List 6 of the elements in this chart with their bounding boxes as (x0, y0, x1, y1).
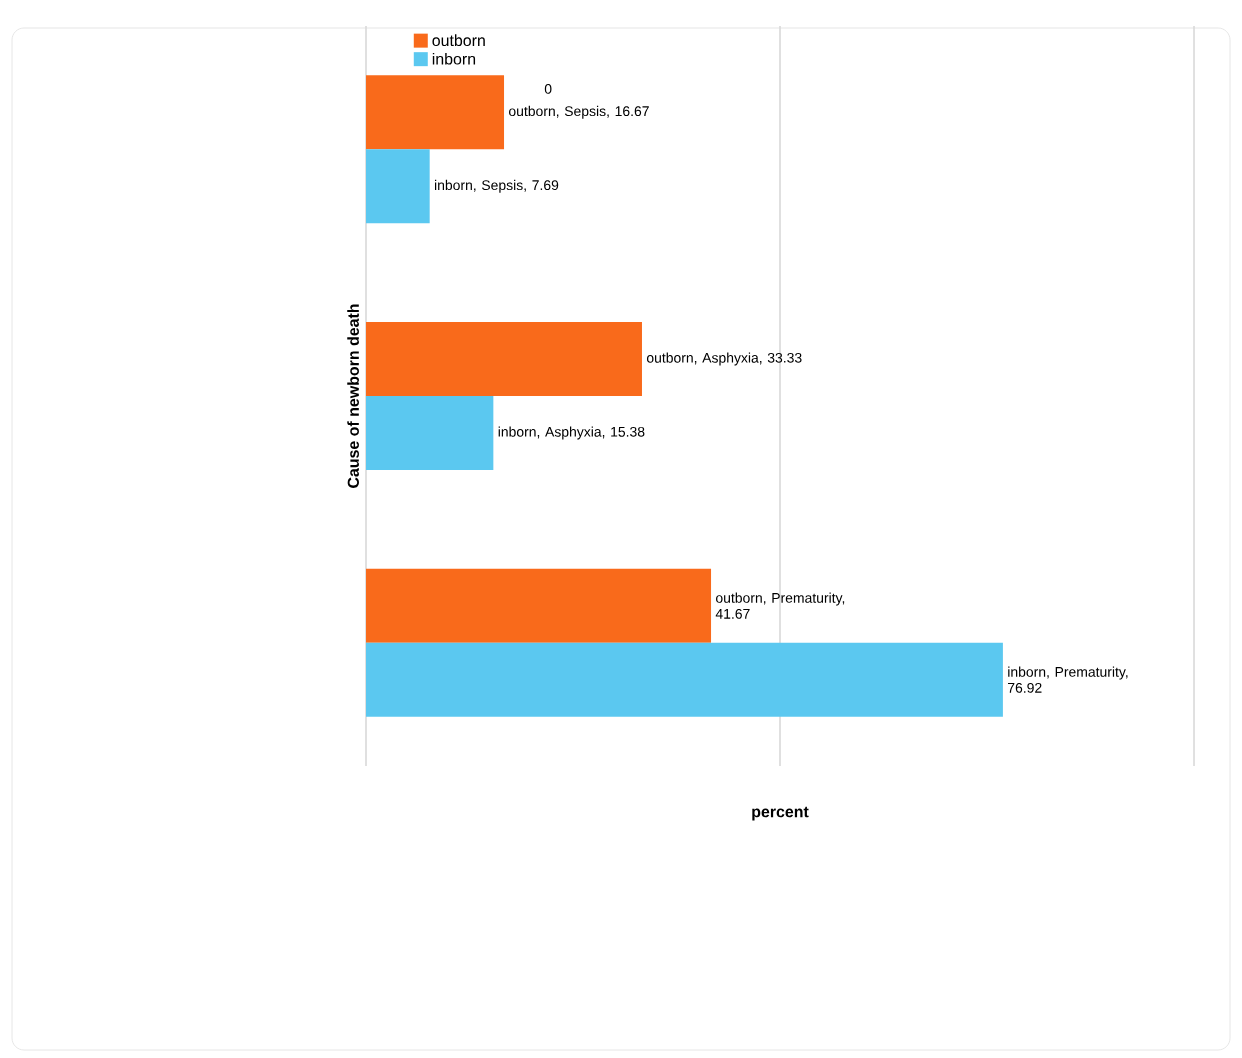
bar (366, 568, 712, 643)
bar (366, 642, 1003, 717)
bar (366, 149, 430, 224)
bar (366, 396, 494, 471)
bar (366, 322, 642, 397)
bar (366, 75, 505, 150)
